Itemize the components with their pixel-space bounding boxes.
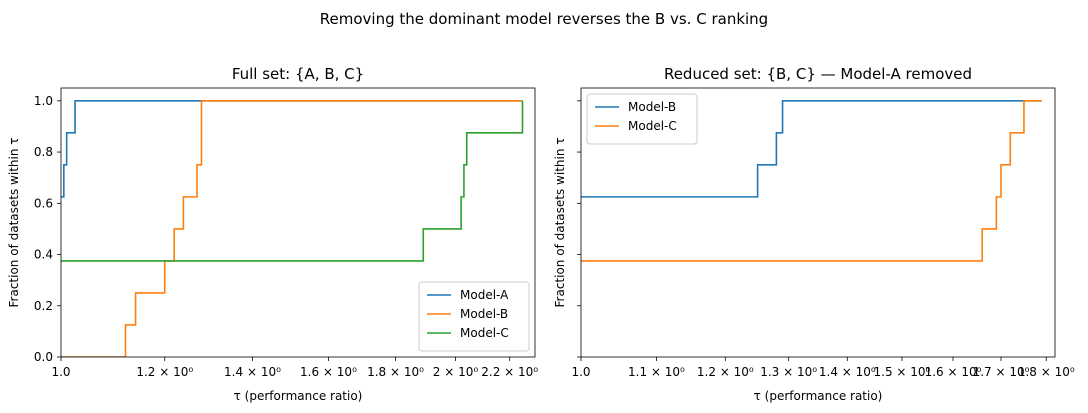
y-axis-label: Fraction of datasets within τ [7, 138, 21, 308]
legend: Model-B Model-C [586, 93, 698, 145]
series-group [581, 100, 1042, 262]
legend: Model-A Model-B Model-C [418, 281, 530, 352]
x-tick-label: 1.0 [571, 365, 590, 379]
axes-frame [60, 87, 536, 358]
y-tick-label: 1.0 [34, 94, 53, 108]
y-axis-label: Fraction of datasets within τ [553, 138, 567, 308]
x-tick-label: 1.5 × 10⁰ [874, 365, 931, 379]
x-tick-label: 2 × 10⁰ [433, 365, 479, 379]
panel-reduced-set: Reduced set: {B, C} — Model-A removed 1.0… [553, 65, 1075, 403]
x-tick-label: 1.6 × 10⁰ [925, 365, 982, 379]
legend-label: Model-C [628, 119, 677, 133]
x-tick-label: 1.2 × 10⁰ [136, 365, 193, 379]
series-line-model-c [581, 100, 1042, 262]
x-tick-label: 1.4 × 10⁰ [819, 365, 876, 379]
y-tick-label: 0.8 [34, 145, 53, 159]
y-tick-label: 0.6 [34, 196, 53, 210]
panel-full-set: Full set: {A, B, C} 1.0 1.2 × 10⁰ 1.4 × 10⁰… [7, 65, 538, 403]
x-tick-label: 1.2 × 10⁰ [697, 365, 754, 379]
x-tick-label: 1.4 × 10⁰ [224, 365, 281, 379]
legend-label: Model-B [460, 307, 508, 321]
panel-title: Full set: {A, B, C} [232, 65, 364, 83]
x-tick-label: 2.2 × 10⁰ [481, 365, 538, 379]
series-line-model-b [61, 100, 523, 357]
series-line-model-a [61, 100, 523, 198]
y-tick-label: 0.2 [34, 299, 53, 313]
x-tick-label: 1.8 × 10⁰ [367, 365, 424, 379]
series-group [61, 100, 524, 357]
x-axis-label: τ (performance ratio) [754, 389, 883, 403]
legend-label: Model-A [460, 288, 509, 302]
y-tick-label: 0.0 [34, 350, 53, 364]
panel-title: Reduced set: {B, C} — Model-A removed [664, 65, 972, 83]
series-line-model-c [61, 100, 524, 262]
axes-frame [580, 87, 1056, 358]
series-line-model-b [581, 100, 1042, 198]
x-tick-label: 1.7 × 10⁰ [973, 365, 1030, 379]
figure-suptitle: Removing the dominant model reverses the… [320, 10, 768, 28]
x-tick-label: 1.8 × 10⁰ [1018, 365, 1075, 379]
y-tick-label: 0.4 [34, 248, 53, 262]
x-tick-label: 1.1 × 10⁰ [628, 365, 685, 379]
legend-label: Model-B [628, 100, 676, 114]
x-axis-label: τ (performance ratio) [234, 389, 363, 403]
x-tick-label: 1.0 [51, 365, 70, 379]
legend-label: Model-C [460, 326, 509, 340]
x-tick-label: 1.3 × 10⁰ [760, 365, 817, 379]
x-tick-label: 1.6 × 10⁰ [300, 365, 357, 379]
